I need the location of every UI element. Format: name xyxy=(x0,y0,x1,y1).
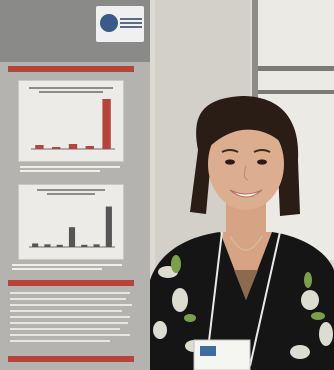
poster-chart-bar xyxy=(68,227,76,247)
poster-chart-bar xyxy=(35,145,44,149)
poster-bar-chart xyxy=(31,99,115,150)
window-frame xyxy=(258,66,334,71)
poster-chart-panel xyxy=(18,184,124,260)
poster-section-header xyxy=(8,66,134,72)
poster-chart-bar xyxy=(68,144,78,149)
poster-chart-bar xyxy=(56,244,63,247)
poster-chart-bar xyxy=(52,147,61,149)
poster-caption-line xyxy=(12,268,102,270)
poster-section-header xyxy=(8,356,134,362)
poster-chart-bar xyxy=(44,244,51,247)
poster-caption-line xyxy=(12,264,122,266)
poster-chart-bar xyxy=(81,244,88,247)
poster-chart-bar xyxy=(105,206,112,247)
poster-header xyxy=(0,0,150,62)
research-poster xyxy=(0,0,150,370)
poster-bar-chart xyxy=(29,206,115,248)
poster-caption-line xyxy=(20,170,100,172)
person-portrait xyxy=(150,96,334,370)
poster-chart-bar xyxy=(102,99,111,149)
poster-logo-icon xyxy=(96,6,144,42)
poster-section-header xyxy=(8,280,134,286)
poster-chart-bar xyxy=(93,244,100,247)
poster-caption-line xyxy=(20,166,120,168)
poster-chart-bar xyxy=(32,243,39,247)
poster-chart-panel xyxy=(18,80,124,162)
window-frame xyxy=(258,90,334,94)
poster-chart-bar xyxy=(85,146,94,149)
